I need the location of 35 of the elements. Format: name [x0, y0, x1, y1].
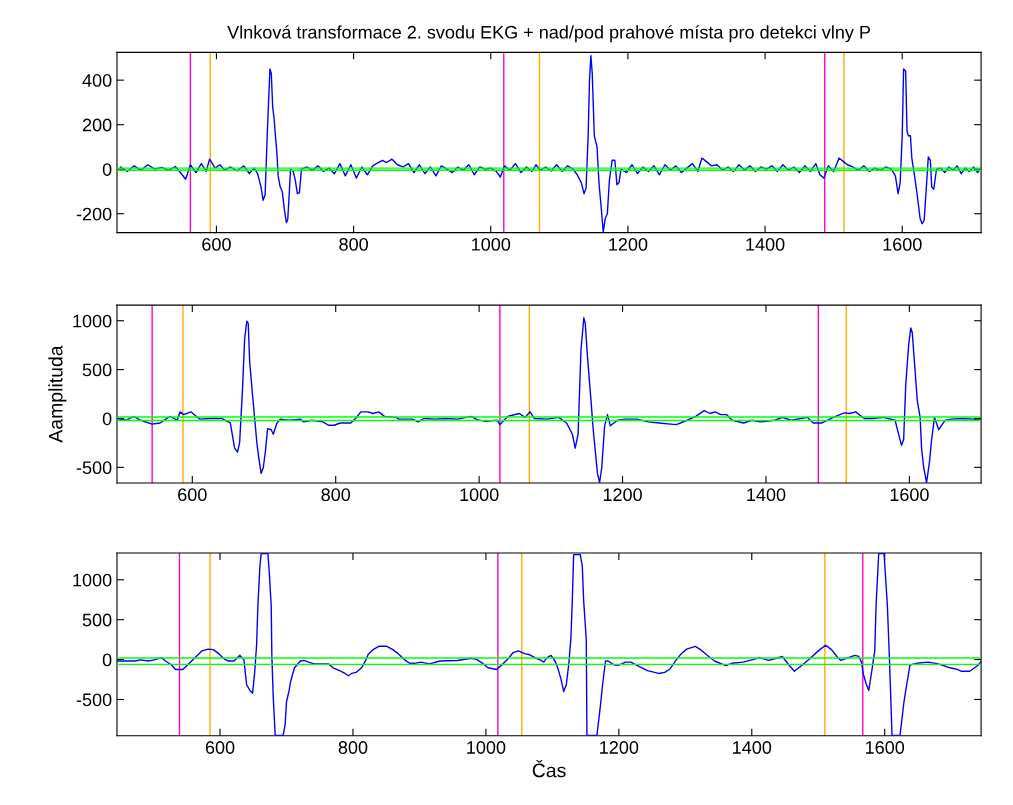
y-tick-label: 400	[82, 74, 112, 87]
y-tick-label: -500	[76, 461, 112, 475]
y-tick-label: 500	[82, 363, 112, 377]
line-series	[117, 553, 982, 736]
x-tick-label: 600	[178, 488, 207, 502]
y-tick-label: 1000	[73, 573, 112, 587]
x-tick-label: 600	[205, 741, 235, 754]
y-tick-label: 200	[82, 118, 112, 132]
y-tick-label: 500	[82, 613, 112, 627]
x-tick-label: 1400	[746, 237, 785, 251]
x-tick-label: 1000	[467, 741, 506, 754]
x-tick-label: 1200	[603, 488, 642, 502]
y-tick-label: -500	[76, 693, 112, 707]
x-tick-label: 800	[321, 488, 351, 502]
x-tick-label: 1200	[609, 237, 648, 251]
x-tick-label: 800	[339, 237, 368, 251]
x-tick-label: 1600	[890, 488, 929, 502]
line-series	[119, 54, 982, 233]
x-tick-label: 1000	[460, 488, 499, 502]
x-tick-label: 1200	[600, 741, 639, 754]
x-tick-label: 1600	[883, 237, 922, 251]
y-tick-label: -200	[76, 207, 112, 221]
x-tick-label: 1000	[472, 237, 511, 251]
x-tick-label: 1400	[733, 741, 772, 754]
y-tick-label: 1000	[73, 314, 112, 328]
x-tick-label: 1400	[747, 488, 786, 502]
x-axis-title: Čas	[532, 760, 566, 778]
y-tick-label: 0	[102, 163, 112, 176]
x-tick-label: 600	[202, 237, 231, 251]
x-tick-label: 800	[338, 741, 368, 754]
x-tick-label: 1600	[866, 741, 905, 754]
chart-title: Vlnková transformace 2. svodu EKG + nad/pod prahové místa pro detekci vlny P	[227, 25, 871, 43]
y-tick-label: 0	[102, 653, 112, 667]
y-axis-title: Aamplituda	[48, 345, 67, 443]
y-tick-label: 0	[102, 412, 112, 426]
